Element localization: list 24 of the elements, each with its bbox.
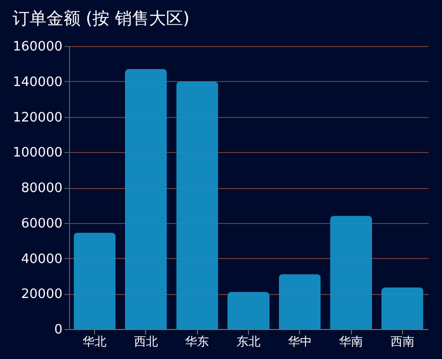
bar [330, 216, 372, 329]
bar [228, 292, 270, 329]
bar [74, 232, 116, 329]
x-tick-label: 华中 [288, 334, 312, 348]
x-tick-label: 东北 [236, 334, 260, 348]
x-tick-label: 华东 [185, 334, 210, 348]
x-tick-label: 华北 [82, 334, 107, 348]
y-tick-label: 140000 [12, 74, 62, 90]
bar [278, 274, 321, 329]
x-tick-label: 华南 [339, 334, 364, 348]
x-tick-label: 西南 [390, 334, 414, 348]
y-tick-label: 160000 [12, 40, 62, 54]
y-tick-label: 0 [54, 322, 62, 338]
bar [176, 81, 218, 329]
bar [124, 68, 167, 329]
x-tick-label: 西北 [134, 334, 158, 348]
chart-title: 订单金额 (按 销售大区) [12, 9, 190, 29]
y-tick-label: 60000 [21, 216, 62, 232]
bar [381, 287, 424, 329]
y-tick-label: 120000 [12, 110, 62, 126]
y-tick-label: 100000 [12, 146, 62, 161]
y-tick-label: 80000 [21, 181, 62, 196]
y-tick-label: 40000 [21, 252, 62, 267]
y-tick-label: 20000 [21, 287, 62, 302]
